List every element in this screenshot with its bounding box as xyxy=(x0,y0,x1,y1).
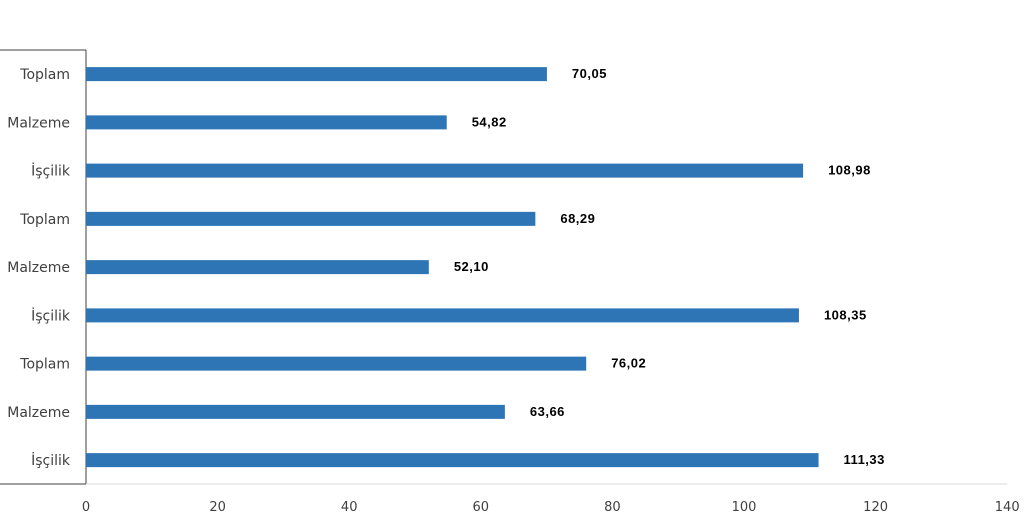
data-label: 52,10 xyxy=(454,259,489,274)
category-label: Malzeme xyxy=(7,260,70,276)
category-label: Malzeme xyxy=(7,115,70,131)
category-label: Toplam xyxy=(19,357,70,373)
bar xyxy=(86,67,547,82)
data-label: 54,82 xyxy=(472,114,507,129)
category-label: Malzeme xyxy=(7,405,70,421)
data-label: 70,05 xyxy=(572,66,607,81)
data-label: 76,02 xyxy=(611,356,646,371)
data-label: 68,29 xyxy=(560,211,595,226)
bar xyxy=(86,356,587,371)
category-label: Toplam xyxy=(19,212,70,228)
value-labels: 70,05 54,82 108,98 68,29 52,10 108,35 76,02 63,… xyxy=(454,66,885,467)
bar xyxy=(86,115,447,130)
category-label: İşçilik xyxy=(31,162,71,180)
bar xyxy=(86,211,536,226)
x-tick-label: 60 xyxy=(473,500,490,515)
category-labels: Toplam Malzeme İşçilik Toplam Malzeme İşçilik… xyxy=(7,67,71,469)
category-label: İşçilik xyxy=(31,306,71,324)
x-tick-label: 100 xyxy=(732,500,757,515)
bar xyxy=(86,453,819,468)
data-label: 108,98 xyxy=(828,163,871,178)
category-label: İşçilik xyxy=(31,451,71,469)
bar xyxy=(86,308,799,323)
bar xyxy=(86,260,429,275)
x-tick-label: 80 xyxy=(604,500,621,515)
data-label: 111,33 xyxy=(844,452,885,467)
category-label: Toplam xyxy=(19,67,70,83)
bar xyxy=(86,163,804,178)
chart-bars xyxy=(86,67,819,468)
data-label: 63,66 xyxy=(530,404,565,419)
x-tick-labels: 0 20 40 60 80 100 120 140 xyxy=(82,500,1020,515)
bar xyxy=(86,404,505,419)
x-tick-label: 120 xyxy=(863,500,888,515)
x-tick-label: 40 xyxy=(341,500,358,515)
x-tick-label: 140 xyxy=(995,500,1020,515)
x-tick-label: 0 xyxy=(82,500,90,515)
data-label: 108,35 xyxy=(824,307,867,322)
x-tick-label: 20 xyxy=(209,500,226,515)
